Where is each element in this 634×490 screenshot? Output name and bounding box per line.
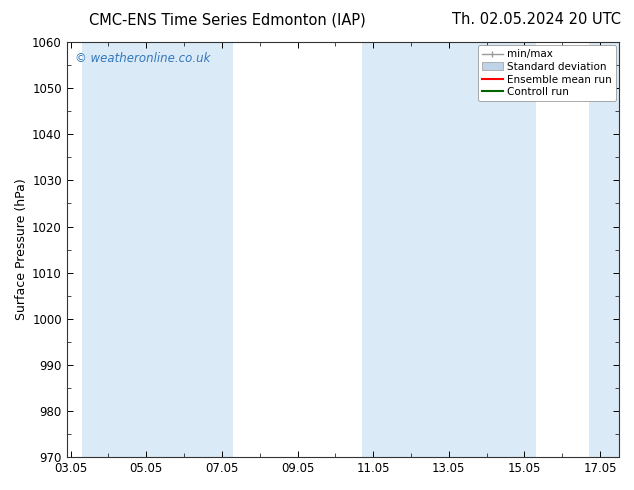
Bar <box>589 42 619 457</box>
Bar <box>146 42 233 457</box>
Text: © weatheronline.co.uk: © weatheronline.co.uk <box>75 52 210 66</box>
Bar <box>437 42 536 457</box>
Bar <box>82 42 146 457</box>
Text: Th. 02.05.2024 20 UTC: Th. 02.05.2024 20 UTC <box>452 12 621 27</box>
Text: CMC-ENS Time Series Edmonton (IAP): CMC-ENS Time Series Edmonton (IAP) <box>89 12 366 27</box>
Legend: min/max, Standard deviation, Ensemble mean run, Controll run: min/max, Standard deviation, Ensemble me… <box>478 45 616 101</box>
Y-axis label: Surface Pressure (hPa): Surface Pressure (hPa) <box>15 179 28 320</box>
Bar <box>362 42 437 457</box>
